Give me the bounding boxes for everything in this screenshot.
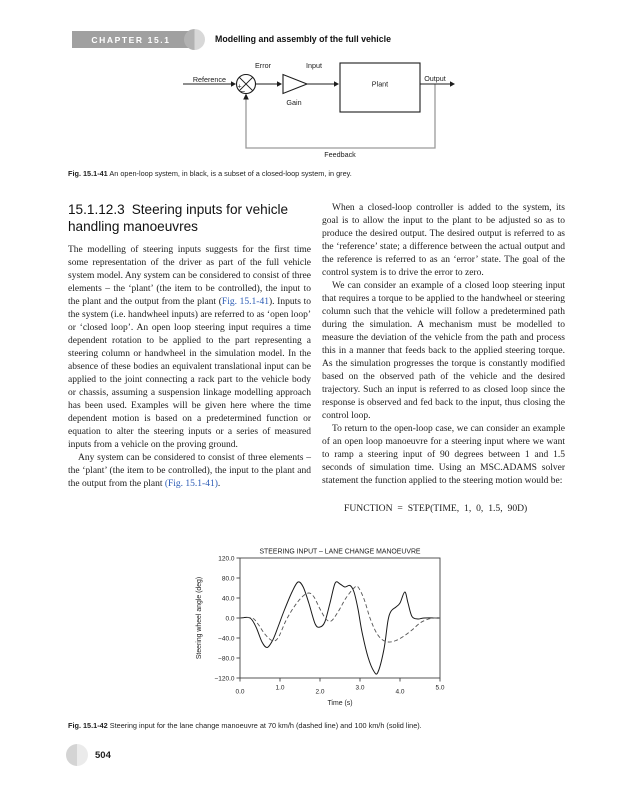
series-70kmh-dashed-line xyxy=(239,585,441,643)
text-run: The modelling of steering inputs suggest… xyxy=(68,245,311,307)
chart-ticks: 120.080.040.00.0−40.0−80.0−120.00.01.02.… xyxy=(214,555,444,695)
footer-half-circle-ornament xyxy=(66,744,88,766)
figure-41-caption: Fig. 15.1-41 An open-loop system, in bla… xyxy=(68,169,568,178)
paragraph: The modelling of steering inputs suggest… xyxy=(68,244,311,452)
feedback-arrowhead xyxy=(243,93,249,100)
series-100kmh-solid-line xyxy=(239,581,441,675)
feedback-label: Feedback xyxy=(324,150,356,159)
text-run: . xyxy=(217,479,221,489)
output-arrowhead xyxy=(450,81,455,87)
text-run: Any system can be considered to consist … xyxy=(68,453,311,489)
figure-cross-reference-link[interactable]: Fig. 15.1-41 xyxy=(221,297,269,307)
chapter-tab: CHAPTER 15.1 xyxy=(72,31,190,48)
gain-label: Gain xyxy=(286,98,301,107)
text-run: To return to the open-loop case, we can … xyxy=(322,424,565,486)
feedback-path xyxy=(245,84,436,149)
section-number: 15.1.12.3 xyxy=(68,202,125,217)
reference-label: Reference xyxy=(193,75,226,84)
y-tick-label: 0.0 xyxy=(225,615,234,622)
text-run: We can consider an example of a closed l… xyxy=(322,281,565,421)
figure-42-caption-text: Steering input for the lane change manoe… xyxy=(109,721,422,730)
output-label: Output xyxy=(424,74,446,83)
x-tick-label: 0.0 xyxy=(235,689,244,696)
figure-41-label: Fig. 15.1-41 xyxy=(68,169,108,178)
x-tick-label: 1.0 xyxy=(275,685,284,692)
x-tick-label: 5.0 xyxy=(435,685,444,692)
solver-function-formula: FUNCTION = STEP(TIME, 1, 0, 1.5, 90D) xyxy=(344,503,528,514)
chapter-label: CHAPTER 15.1 xyxy=(91,34,171,45)
plant-label: Plant xyxy=(372,80,388,89)
input-label: Input xyxy=(306,61,322,70)
paragraph: Any system can be considered to consist … xyxy=(68,452,311,491)
y-tick-label: −40.0 xyxy=(218,635,235,642)
section-heading: 15.1.12.3 Steering inputs for vehicle han… xyxy=(68,202,311,235)
paragraph: When a closed-loop controller is added t… xyxy=(322,202,565,280)
x-tick-label: 2.0 xyxy=(315,689,324,696)
page-number: 504 xyxy=(95,750,111,761)
chart-series xyxy=(239,581,441,675)
right-column-paragraphs: When a closed-loop controller is added t… xyxy=(322,202,565,488)
plant-block xyxy=(339,62,421,113)
chart-plot-box xyxy=(239,557,441,679)
junction-cross-2 xyxy=(238,76,254,92)
error-arrowhead xyxy=(277,81,282,87)
x-tick-label: 4.0 xyxy=(395,689,404,696)
running-head-title: Modelling and assembly of the full vehic… xyxy=(215,34,391,44)
figure-cross-reference-link[interactable]: (Fig. 15.1-41) xyxy=(164,479,218,489)
y-axis-label: Steering wheel angle (deg) xyxy=(196,577,203,659)
paragraph: We can consider an example of a closed l… xyxy=(322,280,565,423)
reference-arrowhead xyxy=(231,81,236,87)
text-run: ). Inputs to the system (i.e. handwheel … xyxy=(68,297,312,450)
text-run: When a closed-loop controller is added t… xyxy=(322,203,565,278)
error-label: Error xyxy=(255,61,272,70)
figure-42-label: Fig. 15.1-42 xyxy=(68,721,108,730)
body-columns: 15.1.12.3 Steering inputs for vehicle han… xyxy=(68,202,565,514)
header-half-circle-ornament xyxy=(184,29,205,50)
left-column-paragraphs: The modelling of steering inputs suggest… xyxy=(68,244,311,491)
paragraph: To return to the open-loop case, we can … xyxy=(322,423,565,488)
chart-title: STEERING INPUT – LANE CHANGE MANOEUVRE xyxy=(259,549,420,556)
y-tick-label: 80.0 xyxy=(222,575,235,582)
junction-plus-sign: + xyxy=(238,84,242,91)
y-tick-label: 120.0 xyxy=(218,555,235,562)
chart-figure: STEERING INPUT – LANE CHANGE MANOEUVRE 1… xyxy=(196,549,445,708)
left-column: 15.1.12.3 Steering inputs for vehicle han… xyxy=(68,202,311,514)
y-tick-label: 40.0 xyxy=(222,595,235,602)
x-axis-label: Time (s) xyxy=(327,700,352,707)
gain-block xyxy=(282,73,309,95)
junction-minus-sign: − xyxy=(241,87,246,96)
y-tick-label: −120.0 xyxy=(214,675,234,682)
figure-42-caption: Fig. 15.1-42 Steering input for the lane… xyxy=(68,721,568,730)
x-tick-label: 3.0 xyxy=(355,685,364,692)
right-column: When a closed-loop controller is added t… xyxy=(322,202,565,514)
figure-41-caption-text: An open-loop system, in black, is a subs… xyxy=(109,169,352,178)
input-arrowhead xyxy=(334,81,339,87)
y-tick-label: −80.0 xyxy=(218,655,235,662)
control-loop-diagram: + − Reference Error Input Gain Plant Out… xyxy=(183,61,455,159)
section-title: Steering inputs for vehicle handling man… xyxy=(68,202,289,234)
